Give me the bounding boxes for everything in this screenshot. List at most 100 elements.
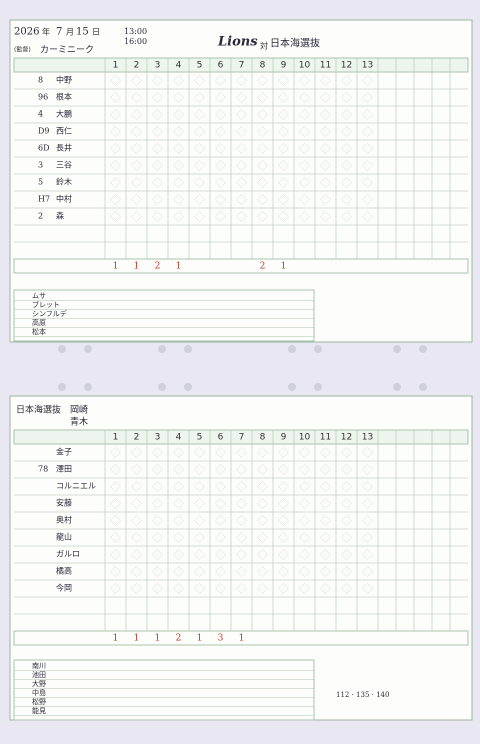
player-name: 三谷 xyxy=(56,161,72,170)
player-name: 大鵬 xyxy=(56,109,72,119)
diamond xyxy=(299,211,310,222)
inning-number: 1 xyxy=(113,61,119,71)
diamond xyxy=(362,194,373,205)
diamond xyxy=(341,498,352,509)
binder-hole xyxy=(158,383,166,391)
diamond xyxy=(278,194,289,205)
position: 5 xyxy=(38,178,43,187)
diamond xyxy=(278,464,289,475)
pitcher-name: 南川 xyxy=(32,661,46,670)
diamond xyxy=(362,549,373,560)
diamond xyxy=(194,532,205,543)
diamond xyxy=(257,75,268,86)
diamond xyxy=(215,549,226,560)
inning-number: 8 xyxy=(260,433,266,443)
diamond xyxy=(110,447,121,458)
diamond xyxy=(110,532,121,543)
diamond xyxy=(173,566,184,577)
diamond xyxy=(362,143,373,154)
diamond xyxy=(257,92,268,103)
vs: 対 xyxy=(260,41,268,51)
diamond xyxy=(278,211,289,222)
inning-runs: 1 xyxy=(113,634,119,644)
diamond xyxy=(257,532,268,543)
inning-number: 1 xyxy=(113,433,119,443)
diamond xyxy=(362,211,373,222)
binder-hole xyxy=(314,383,322,391)
diamond xyxy=(299,126,310,137)
diamond xyxy=(215,566,226,577)
inning-number: 12 xyxy=(341,433,352,443)
pitcher-name: 高原 xyxy=(32,318,46,327)
pitcher-name: 中島 xyxy=(32,688,46,697)
diamond xyxy=(152,211,163,222)
diamond xyxy=(320,92,331,103)
inning-number: 11 xyxy=(320,61,331,71)
diamond xyxy=(131,211,142,222)
diamond xyxy=(320,109,331,120)
diamond xyxy=(236,498,247,509)
diamond xyxy=(299,498,310,509)
inning-number: 5 xyxy=(197,433,203,443)
inning-number: 8 xyxy=(260,61,266,71)
diamond xyxy=(110,194,121,205)
diamond xyxy=(299,566,310,577)
diamond xyxy=(320,583,331,594)
diamond xyxy=(194,126,205,137)
diamond xyxy=(173,583,184,594)
diamond xyxy=(173,481,184,492)
binder-hole xyxy=(58,383,66,391)
diamond xyxy=(194,566,205,577)
diamond xyxy=(341,481,352,492)
diamond xyxy=(362,515,373,526)
diamond xyxy=(152,481,163,492)
binder-hole xyxy=(393,383,401,391)
inning-number: 10 xyxy=(299,433,311,443)
diamond xyxy=(110,211,121,222)
diamond xyxy=(215,532,226,543)
diamond xyxy=(215,481,226,492)
binder-hole xyxy=(58,345,66,353)
diamond xyxy=(299,532,310,543)
inning-number: 10 xyxy=(299,61,311,71)
diamond xyxy=(236,109,247,120)
diamond xyxy=(194,583,205,594)
inning-number: 9 xyxy=(281,433,287,443)
pitcher-name: ブレット xyxy=(32,300,60,309)
diamond xyxy=(173,126,184,137)
diamond xyxy=(257,160,268,171)
diamond xyxy=(278,75,289,86)
diamond xyxy=(173,447,184,458)
diamond xyxy=(320,464,331,475)
diamond xyxy=(131,75,142,86)
diamond xyxy=(299,177,310,188)
diamond xyxy=(341,92,352,103)
inning-runs: 3 xyxy=(218,634,224,644)
diamond xyxy=(194,211,205,222)
diamond xyxy=(110,143,121,154)
inning-runs: 1 xyxy=(239,634,245,644)
diamond xyxy=(236,75,247,86)
diamond xyxy=(152,498,163,509)
player-name: 長井 xyxy=(56,143,72,153)
diamond xyxy=(257,464,268,475)
player-name: 今岡 xyxy=(56,583,72,593)
diamond xyxy=(152,566,163,577)
diamond xyxy=(299,92,310,103)
diamond xyxy=(257,177,268,188)
position: D9 xyxy=(38,127,50,136)
diamond xyxy=(215,143,226,154)
inning-runs: 2 xyxy=(176,634,182,644)
binder-hole xyxy=(419,345,427,353)
inning-number: 2 xyxy=(134,61,140,71)
diamond xyxy=(173,549,184,560)
diamond xyxy=(152,549,163,560)
inning-runs: 1 xyxy=(134,262,140,272)
diamond xyxy=(110,549,121,560)
diamond xyxy=(320,549,331,560)
diamond xyxy=(236,92,247,103)
pitcher-name: 大野 xyxy=(32,679,46,688)
player-name: 西仁 xyxy=(56,126,72,136)
binder-hole xyxy=(184,345,192,353)
diamond xyxy=(320,566,331,577)
